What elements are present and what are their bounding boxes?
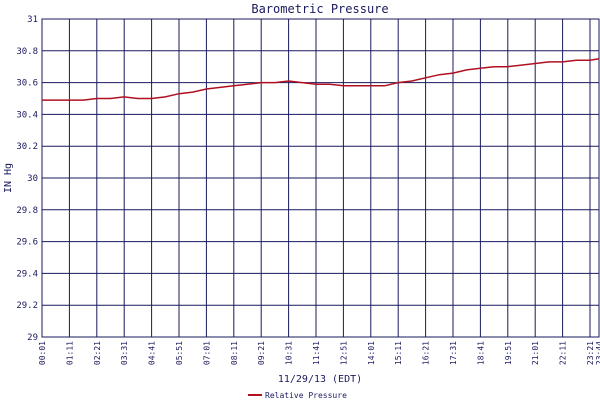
y-tick-label: 30.6 (16, 79, 38, 89)
y-tick-label: 29.8 (16, 206, 38, 216)
x-tick-label: 23:21 (586, 341, 595, 365)
x-tick-label: 22:11 (559, 341, 568, 365)
y-tick-label: 30.2 (16, 142, 38, 152)
x-tick-labels: 00:01 01:11 02:21 03:31 04:41 05:51 07:01 08:11… (38, 341, 600, 365)
y-axis-label: IN Hg (3, 163, 14, 193)
y-tick-label: 30.8 (16, 47, 38, 57)
x-tick-label: 10:31 (285, 341, 294, 365)
x-tick-label: 05:51 (175, 341, 184, 365)
x-tick-label: 08:11 (230, 341, 239, 365)
y-tick-label: 29.6 (16, 238, 38, 248)
x-tick-label: 18:41 (476, 341, 485, 365)
grid (41, 18, 600, 338)
x-tick-label: 14:01 (367, 341, 376, 365)
series-line-relative-pressure (42, 58, 600, 101)
y-tick-label: 29 (27, 333, 38, 343)
y-tick-labels: 31 30.8 30.6 30.4 30.2 30 29.8 29.6 29.4 29.2 29 (16, 15, 38, 343)
x-tick-label: 00:01 (38, 341, 47, 365)
x-tick-label: 09:21 (257, 341, 266, 365)
y-tick-label: 30 (27, 174, 38, 184)
x-tick-label: 04:41 (148, 341, 157, 365)
x-tick-label: 03:31 (120, 341, 129, 365)
x-tick-label: 01:11 (65, 341, 74, 365)
x-tick-label: 19:51 (504, 341, 513, 365)
x-tick-label: 23:44 (595, 341, 600, 365)
x-tick-label: 21:01 (531, 341, 540, 365)
x-tick-label: 12:51 (339, 341, 348, 365)
x-tick-label: 11:41 (312, 341, 321, 365)
chart-title: Barometric Pressure (251, 2, 388, 16)
y-tick-label: 31 (27, 15, 38, 25)
y-tick-label: 30.4 (16, 110, 38, 120)
x-tick-label: 02:21 (93, 341, 102, 365)
x-axis-label: 11/29/13 (EDT) (278, 374, 362, 385)
series-lines (42, 58, 600, 101)
y-tick-label: 29.2 (16, 301, 38, 311)
legend: Relative Pressure (248, 391, 347, 400)
x-tick-label: 07:01 (202, 341, 211, 365)
x-tick-label: 15:11 (394, 341, 403, 365)
legend-label: Relative Pressure (265, 391, 347, 400)
y-tick-label: 29.4 (16, 269, 38, 279)
x-tick-label: 16:21 (422, 341, 431, 365)
x-tick-label: 17:31 (449, 341, 458, 365)
